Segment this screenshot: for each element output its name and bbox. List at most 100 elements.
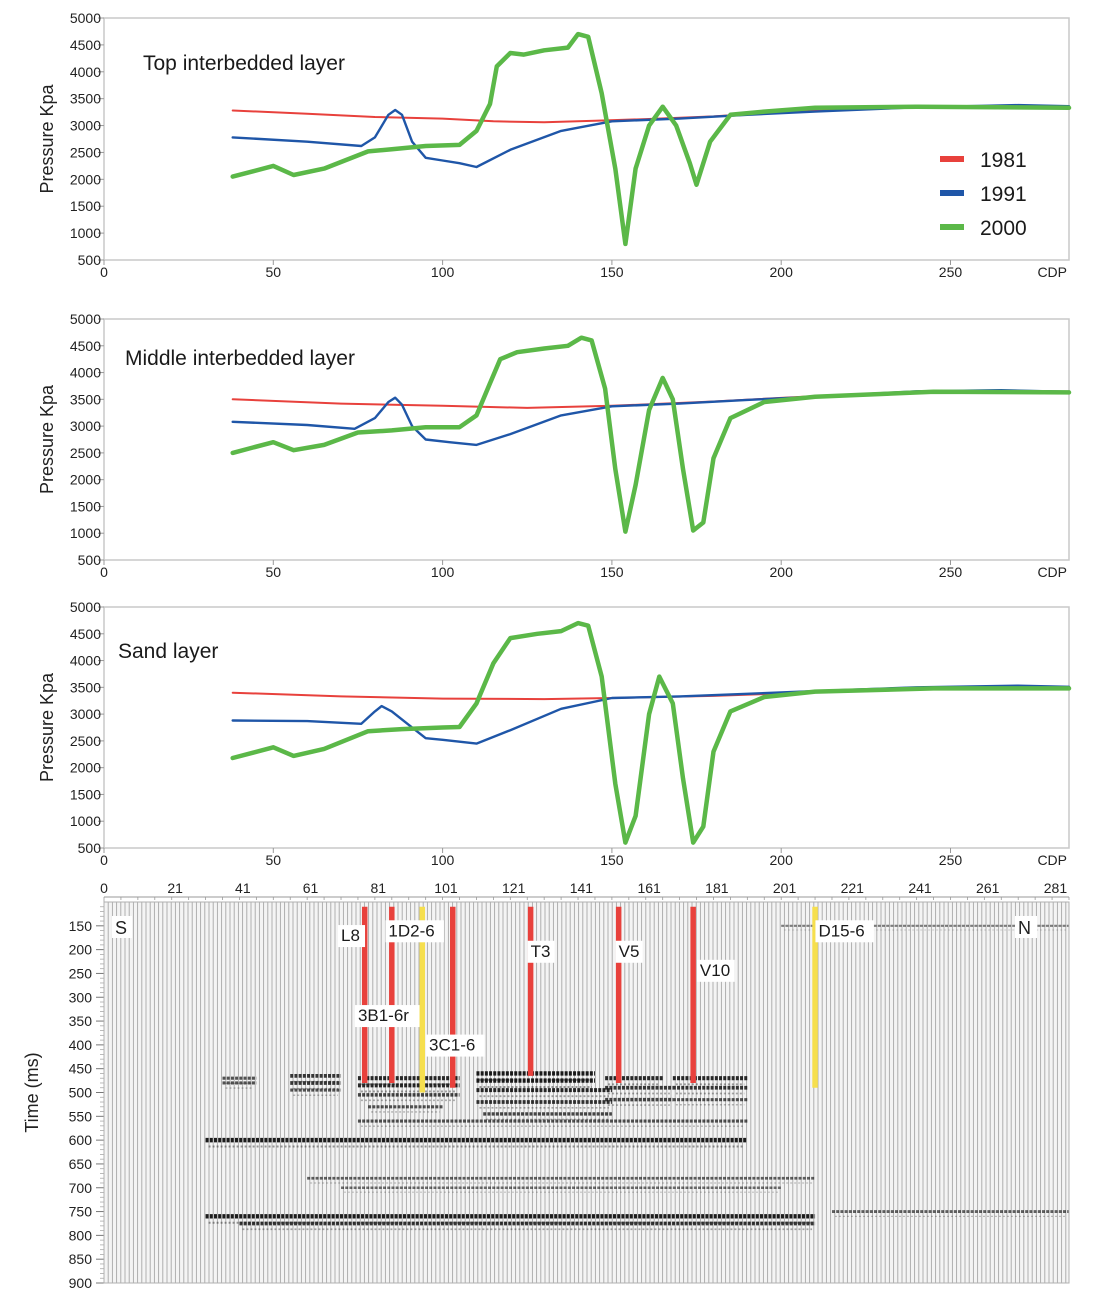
seismic-body <box>104 902 1069 1283</box>
x-tick-label: 121 <box>502 880 526 896</box>
y-tick-label: 900 <box>69 1275 93 1291</box>
x-tick-label: 61 <box>303 880 319 896</box>
x-tick-label: 0 <box>100 852 108 868</box>
corner-label-bg <box>112 916 132 938</box>
well-label: V5 <box>619 942 640 961</box>
y-tick-label: 3000 <box>70 118 101 134</box>
x-tick-label: 181 <box>705 880 729 896</box>
well-label-bg <box>426 1034 485 1057</box>
x-tick-label: 101 <box>434 880 458 896</box>
well-label: L8 <box>341 926 360 945</box>
x-tick-label: 200 <box>770 564 794 580</box>
series-line-1991 <box>231 103 1071 169</box>
x-tick-label: 0 <box>100 264 108 280</box>
y-tick-label: 500 <box>78 552 102 568</box>
y-tick-label: 200 <box>69 942 93 958</box>
x-tick-label: 250 <box>939 264 963 280</box>
legend-label: 1991 <box>980 183 1027 206</box>
y-tick-label: 2000 <box>70 760 101 776</box>
well-label: 3C1-6 <box>429 1036 475 1055</box>
corner-label-bg <box>1015 916 1037 938</box>
well-label-bg <box>385 920 444 943</box>
x-tick-label: 261 <box>976 880 1000 896</box>
series-line-2000 <box>230 620 1072 845</box>
well-label: V10 <box>700 961 730 980</box>
series-line-2000 <box>230 335 1072 534</box>
y-tick-label: 300 <box>69 989 93 1005</box>
x-tick-label: 161 <box>637 880 661 896</box>
legend: 1981 1991 2000 <box>940 149 1027 240</box>
y-tick-label: 4000 <box>70 64 101 80</box>
x-axis-label: CDP <box>1037 264 1067 280</box>
y-tick-label: 700 <box>69 1180 93 1196</box>
x-axis-label: CDP <box>1037 564 1067 580</box>
x-tick-label: 150 <box>600 264 624 280</box>
y-tick-label: 3000 <box>70 706 101 722</box>
panel-title: Sand layer <box>118 640 218 663</box>
y-tick-label: 3500 <box>70 391 101 407</box>
well-label: 3B1-6r <box>358 1006 409 1025</box>
y-tick-label: 850 <box>69 1251 93 1267</box>
x-tick-label: 50 <box>266 564 282 580</box>
plot-frame <box>103 606 1070 849</box>
well-label: D15-6 <box>818 921 864 940</box>
seismic-background <box>104 902 1069 1283</box>
y-tick-label: 150 <box>69 918 93 934</box>
x-tick-label: 241 <box>908 880 932 896</box>
y-tick-label: 4500 <box>70 37 101 53</box>
line-panel-3: 500 1000 1500 2000 2500 3000 3500 4000 4500 5000 0… <box>37 599 1072 868</box>
y-tick-label: 3500 <box>70 91 101 107</box>
line-panel-1: 500 1000 1500 2000 2500 3000 3500 4000 4500 5000 0… <box>37 10 1072 280</box>
y-tick-label: 350 <box>69 1013 93 1029</box>
y-tick-label: 4500 <box>70 338 101 354</box>
y-tick-label: 800 <box>69 1227 93 1243</box>
y-tick-label: 400 <box>69 1037 93 1053</box>
y-tick-label: 750 <box>69 1204 93 1220</box>
x-tick-label: 100 <box>431 264 455 280</box>
corner-label-n: N <box>1018 918 1031 938</box>
x-tick-label: 141 <box>570 880 594 896</box>
x-tick-label: 281 <box>1044 880 1068 896</box>
x-tick-label: 150 <box>600 564 624 580</box>
x-tick-label: 0 <box>100 880 108 896</box>
y-tick-label: 1500 <box>70 198 101 214</box>
y-tick-label: 3000 <box>70 418 101 434</box>
x-tick-label: 50 <box>266 264 282 280</box>
well-label-bg <box>354 1005 424 1028</box>
y-tick-label: 2500 <box>70 144 101 160</box>
x-tick-label: 221 <box>841 880 865 896</box>
line-panel-2: 500 1000 1500 2000 2500 3000 3500 4000 4500 5000 0… <box>37 311 1072 580</box>
y-tick-label: 5000 <box>70 599 101 615</box>
x-tick-label: 41 <box>235 880 251 896</box>
y-axis-label: Pressure Kpa <box>37 672 57 782</box>
y-tick-label: 500 <box>78 252 102 268</box>
series-line-2000 <box>230 31 1072 247</box>
y-tick-label: 3500 <box>70 679 101 695</box>
x-tick-label: 21 <box>167 880 183 896</box>
y-tick-label: 2000 <box>70 472 101 488</box>
y-tick-label: 4500 <box>70 626 101 642</box>
y-tick-label: 650 <box>69 1156 93 1172</box>
y-tick-label: 1000 <box>70 813 101 829</box>
panel-title: Top interbedded layer <box>143 52 345 75</box>
y-tick-label: 450 <box>69 1061 93 1077</box>
y-tick-label: 1000 <box>70 225 101 241</box>
x-tick-label: 0 <box>100 564 108 580</box>
y-axis-label: Time (ms) <box>22 1052 42 1132</box>
y-tick-label: 1500 <box>70 498 101 514</box>
x-tick-label: 200 <box>770 264 794 280</box>
y-tick-label: 600 <box>69 1132 93 1148</box>
y-tick-label: 4000 <box>70 365 101 381</box>
well-label: T3 <box>531 942 551 961</box>
y-tick-label: 500 <box>69 1085 93 1101</box>
well-label-bg <box>815 920 874 943</box>
x-tick-label: 100 <box>431 852 455 868</box>
legend-label: 2000 <box>980 217 1027 240</box>
well-label-bg <box>696 959 735 982</box>
x-tick-label: 100 <box>431 564 455 580</box>
y-tick-label: 2000 <box>70 171 101 187</box>
x-tick-label: 50 <box>266 852 282 868</box>
corner-label-s: S <box>115 918 127 938</box>
x-tick-label: 200 <box>770 852 794 868</box>
y-tick-label: 1500 <box>70 786 101 802</box>
